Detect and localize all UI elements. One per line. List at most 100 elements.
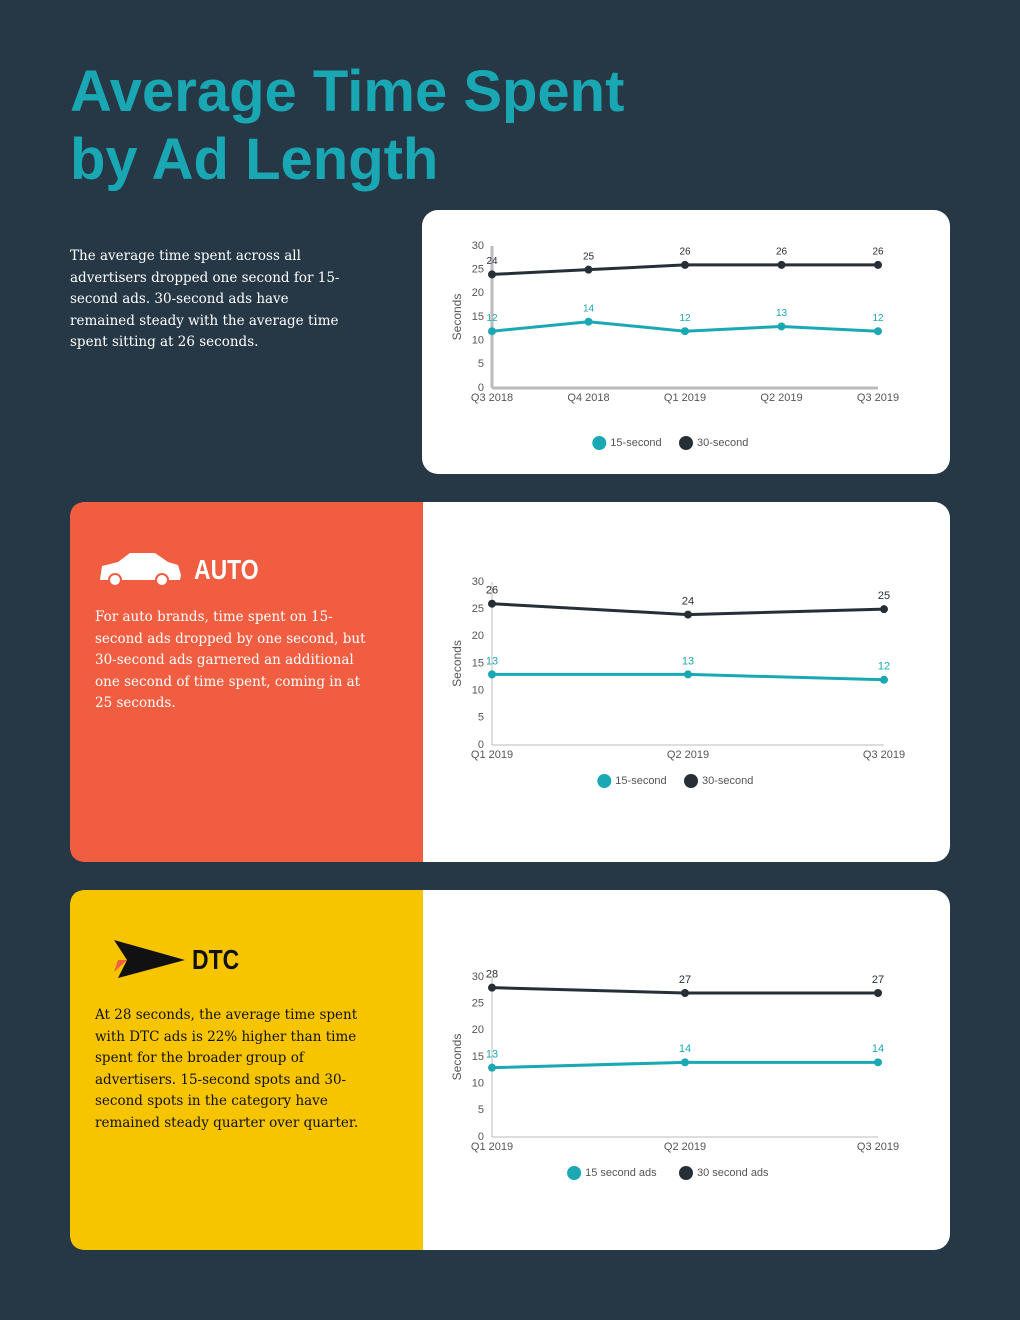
data-point xyxy=(880,605,888,614)
y-tick-label: 20 xyxy=(472,630,484,642)
data-point xyxy=(488,1063,496,1072)
legend-label: 15 second ads xyxy=(585,1167,657,1179)
y-tick-label: 5 xyxy=(478,1104,484,1116)
x-tick-label: Q3 2019 xyxy=(857,392,899,404)
section-text: For auto brands, time spent on 15-second… xyxy=(95,609,366,712)
data-label: 24 xyxy=(486,256,498,267)
data-point xyxy=(874,1058,882,1067)
y-tick-label: 30 xyxy=(472,576,484,588)
data-label: 28 xyxy=(486,969,498,981)
data-point xyxy=(681,327,689,336)
y-tick-label: 15 xyxy=(472,657,484,669)
y-tick-label: 0 xyxy=(478,382,484,394)
data-point xyxy=(874,260,882,269)
legend-label: 15-second xyxy=(610,437,661,449)
data-label: 26 xyxy=(679,247,691,258)
data-point xyxy=(874,989,882,997)
y-tick-label: 15 xyxy=(472,1051,484,1063)
x-tick-label: Q1 2019 xyxy=(471,749,513,761)
legend-marker xyxy=(567,1166,582,1180)
data-label: 13 xyxy=(486,655,498,667)
x-tick-label: Q3 2018 xyxy=(471,392,513,404)
data-point xyxy=(880,675,888,684)
data-point xyxy=(488,270,496,279)
data-point xyxy=(681,260,689,269)
data-label: 12 xyxy=(878,661,890,673)
data-label: 24 xyxy=(682,596,694,608)
y-tick-label: 10 xyxy=(472,1078,484,1090)
y-tick-label: 10 xyxy=(472,685,484,697)
y-tick-label: 30 xyxy=(472,971,484,983)
legend-label: 30-second xyxy=(702,775,753,787)
data-point xyxy=(684,670,692,679)
title: Average Time Spent by Ad Length xyxy=(70,59,625,192)
data-label: 26 xyxy=(486,585,498,597)
y-tick-label: 25 xyxy=(472,998,484,1010)
data-point xyxy=(874,327,882,336)
x-tick-label: Q2 2019 xyxy=(664,1141,706,1153)
y-axis-label: Seconds xyxy=(450,294,464,341)
auto-panel xyxy=(70,502,423,862)
x-tick-label: Q2 2019 xyxy=(760,392,802,404)
data-label: 25 xyxy=(878,590,890,602)
data-label: 14 xyxy=(872,1043,884,1055)
y-tick-label: 5 xyxy=(478,712,484,724)
x-tick-label: Q1 2019 xyxy=(471,1141,513,1153)
data-point xyxy=(488,327,496,336)
data-point xyxy=(681,1058,689,1067)
x-tick-label: Q2 2019 xyxy=(667,749,709,761)
y-axis-label: Seconds xyxy=(450,640,464,687)
plane-icon xyxy=(114,940,185,978)
legend-marker xyxy=(679,1166,693,1180)
legend-marker xyxy=(684,774,698,788)
data-label: 26 xyxy=(776,247,788,258)
section-text: At 28 seconds, the average time spent wi… xyxy=(95,1007,359,1131)
y-tick-label: 25 xyxy=(472,264,484,276)
data-label: 25 xyxy=(583,251,595,262)
data-label: 13 xyxy=(682,655,694,667)
section-heading: DTC xyxy=(192,944,240,975)
data-label: 27 xyxy=(872,974,884,986)
legend-label: 30-second xyxy=(697,437,748,449)
x-tick-label: Q1 2019 xyxy=(664,392,706,404)
legend-marker xyxy=(597,774,612,788)
dtc-panel xyxy=(70,890,423,1250)
y-tick-label: 0 xyxy=(478,739,484,751)
y-tick-label: 20 xyxy=(472,1024,484,1036)
y-tick-label: 0 xyxy=(478,1131,484,1143)
legend-marker xyxy=(592,436,607,450)
data-label: 12 xyxy=(872,313,884,324)
data-point xyxy=(488,983,496,992)
data-label: 14 xyxy=(583,303,595,314)
y-axis-label: Seconds xyxy=(450,1034,464,1081)
data-label: 27 xyxy=(679,974,691,986)
data-point xyxy=(488,670,496,679)
section-heading: AUTO xyxy=(194,554,259,585)
y-tick-label: 10 xyxy=(472,335,484,347)
y-tick-label: 20 xyxy=(472,287,484,299)
x-tick-label: Q3 2019 xyxy=(863,749,905,761)
data-label: 13 xyxy=(776,308,788,319)
data-point xyxy=(584,265,593,274)
legend-label: 30 second ads xyxy=(697,1167,769,1179)
data-point xyxy=(684,610,692,619)
data-point xyxy=(584,317,593,326)
intro-text: The average time spent across all advert… xyxy=(70,248,340,351)
data-point xyxy=(488,599,496,608)
data-label: 26 xyxy=(872,247,884,258)
y-tick-label: 5 xyxy=(478,358,484,370)
data-label: 13 xyxy=(486,1049,498,1061)
y-tick-label: 30 xyxy=(472,240,484,252)
data-label: 14 xyxy=(679,1043,691,1055)
legend-label: 15-second xyxy=(615,775,666,787)
x-tick-label: Q4 2018 xyxy=(567,392,609,404)
data-point xyxy=(777,260,786,269)
car-icon xyxy=(100,553,181,587)
data-point xyxy=(681,989,689,997)
data-label: 12 xyxy=(486,313,498,324)
data-label: 12 xyxy=(679,313,691,324)
legend-marker xyxy=(679,436,693,450)
y-tick-label: 15 xyxy=(472,311,484,323)
